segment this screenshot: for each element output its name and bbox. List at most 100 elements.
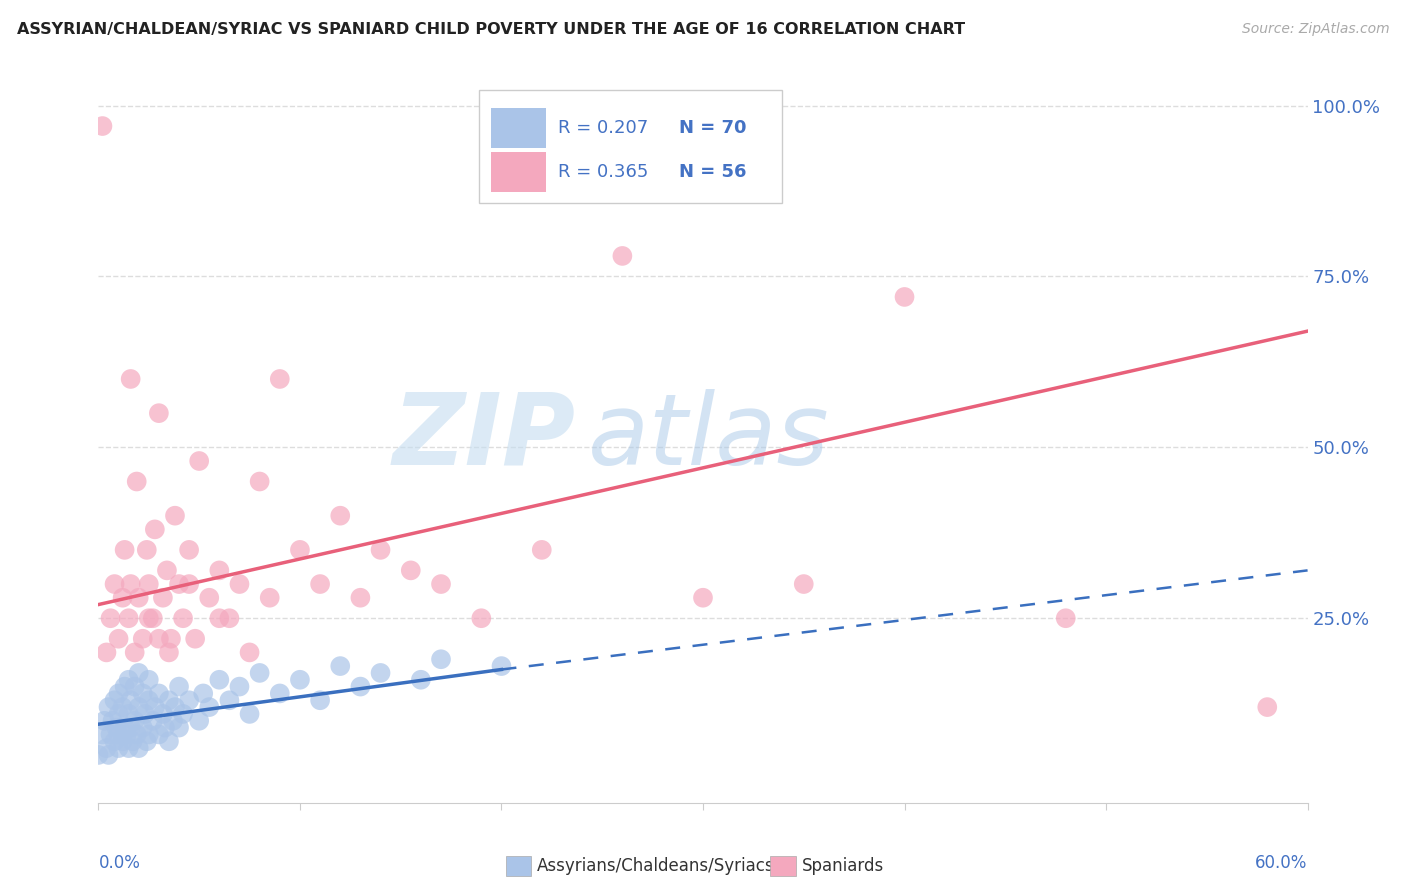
Point	[184, 632, 207, 646]
Point	[111, 734, 134, 748]
Point	[893, 290, 915, 304]
Point	[228, 680, 250, 694]
Text: N = 56: N = 56	[679, 162, 747, 180]
Point	[399, 563, 422, 577]
Point	[172, 611, 194, 625]
Point	[239, 645, 262, 659]
Point	[370, 542, 392, 557]
Point	[125, 475, 148, 489]
Point	[128, 700, 150, 714]
Text: N = 70: N = 70	[679, 119, 747, 136]
Point	[228, 577, 250, 591]
Point	[105, 721, 128, 735]
Point	[96, 741, 118, 756]
Point	[167, 680, 190, 694]
Point	[793, 577, 815, 591]
Point	[157, 734, 180, 748]
Point	[142, 714, 165, 728]
Point	[172, 706, 194, 721]
Point	[612, 249, 634, 263]
Point	[162, 714, 184, 728]
Point	[157, 645, 180, 659]
Text: ASSYRIAN/CHALDEAN/SYRIAC VS SPANIARD CHILD POVERTY UNDER THE AGE OF 16 CORRELATI: ASSYRIAN/CHALDEAN/SYRIAC VS SPANIARD CHI…	[17, 22, 965, 37]
Point	[152, 706, 174, 721]
Point	[349, 680, 371, 694]
Point	[132, 632, 155, 646]
Point	[249, 665, 271, 680]
Point	[259, 591, 281, 605]
Point	[370, 665, 392, 680]
Point	[111, 591, 134, 605]
Point	[470, 611, 492, 625]
Point	[167, 721, 190, 735]
Point	[138, 693, 160, 707]
Point	[118, 741, 141, 756]
Point	[329, 508, 352, 523]
Point	[97, 700, 120, 714]
Text: R = 0.207: R = 0.207	[558, 119, 648, 136]
Point	[239, 706, 262, 721]
Point	[692, 591, 714, 605]
Point	[1256, 700, 1278, 714]
Point	[120, 372, 142, 386]
Point	[167, 577, 190, 591]
Text: R = 0.365: R = 0.365	[558, 162, 648, 180]
Point	[115, 727, 138, 741]
Point	[329, 659, 352, 673]
Point	[107, 706, 129, 721]
Point	[114, 721, 136, 735]
Point	[132, 721, 155, 735]
Point	[163, 700, 186, 714]
Point	[135, 542, 157, 557]
Point	[132, 686, 155, 700]
Point	[409, 673, 432, 687]
Point	[87, 747, 110, 762]
Point	[157, 693, 180, 707]
Point	[128, 741, 150, 756]
Point	[530, 542, 553, 557]
Text: Assyrians/Chaldeans/Syriacs: Assyrians/Chaldeans/Syriacs	[537, 857, 775, 875]
Point	[93, 714, 115, 728]
Point	[179, 577, 201, 591]
Point	[96, 645, 118, 659]
Point	[156, 563, 179, 577]
Point	[114, 680, 136, 694]
Point	[91, 119, 114, 133]
Point	[107, 741, 129, 756]
Point	[188, 714, 211, 728]
Text: 0.0%: 0.0%	[98, 854, 141, 872]
Point	[114, 542, 136, 557]
Point	[142, 611, 165, 625]
Point	[101, 714, 124, 728]
Point	[208, 563, 231, 577]
Point	[128, 591, 150, 605]
Point	[121, 734, 143, 748]
Point	[138, 611, 160, 625]
Point	[97, 747, 120, 762]
Point	[103, 577, 125, 591]
Point	[288, 542, 311, 557]
Point	[124, 645, 146, 659]
Point	[134, 706, 156, 721]
Point	[125, 727, 148, 741]
Point	[430, 652, 453, 666]
Text: atlas: atlas	[588, 389, 830, 485]
Point	[111, 700, 134, 714]
Point	[430, 577, 453, 591]
Point	[138, 727, 160, 741]
Text: ZIP: ZIP	[394, 389, 576, 485]
Point	[160, 632, 183, 646]
Point	[309, 577, 332, 591]
Point	[103, 693, 125, 707]
Point	[179, 693, 201, 707]
Point	[124, 680, 146, 694]
Point	[269, 372, 291, 386]
Point	[198, 591, 221, 605]
FancyBboxPatch shape	[479, 90, 782, 203]
Point	[138, 577, 160, 591]
Point	[179, 542, 201, 557]
Point	[269, 686, 291, 700]
Point	[148, 632, 170, 646]
Point	[135, 734, 157, 748]
Point	[193, 686, 215, 700]
